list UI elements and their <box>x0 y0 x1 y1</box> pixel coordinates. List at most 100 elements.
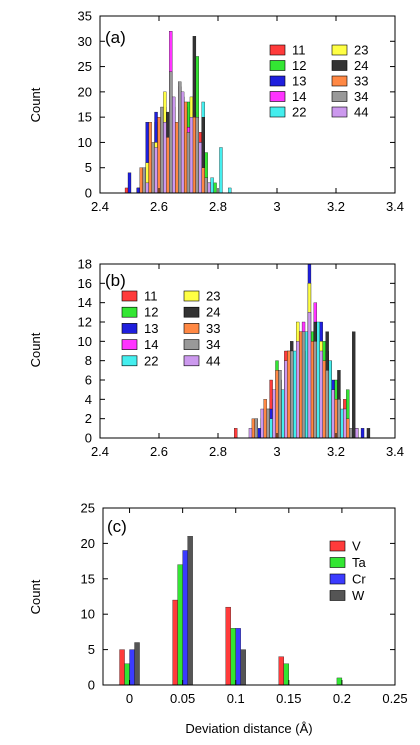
bar-44 <box>331 389 335 439</box>
y-tick-label: 30 <box>78 34 92 49</box>
bar-33 <box>166 137 170 194</box>
bar-22 <box>281 389 285 439</box>
x-tick-label: 3.2 <box>327 199 345 214</box>
panel-b-ylabel: Count <box>28 332 43 367</box>
panel-c-xlabel: Deviation distance (Å) <box>185 721 312 736</box>
bar-22 <box>228 187 232 194</box>
legend-label-24: 24 <box>206 305 220 320</box>
legend-swatch-22 <box>269 106 286 118</box>
y-tick-label: 5 <box>85 160 92 175</box>
bar-44 <box>295 341 300 439</box>
legend-label-w: W <box>352 588 365 603</box>
x-tick-label: 3.2 <box>327 444 345 459</box>
bar-33 <box>298 331 303 439</box>
x-tick-label: 2.6 <box>150 444 168 459</box>
y-tick-label: 10 <box>81 607 95 622</box>
panel-a-plot-frame <box>99 15 396 194</box>
bar-34 <box>337 399 341 439</box>
legend-swatch-11 <box>121 290 138 302</box>
bar-33 <box>334 399 338 439</box>
x-tick-label: 0.15 <box>276 691 301 706</box>
bar-33 <box>148 122 152 194</box>
legend-swatch-44 <box>183 355 200 367</box>
bar-33 <box>175 122 179 194</box>
bar-w <box>187 536 193 686</box>
bar-33 <box>192 116 197 194</box>
bar-33 <box>157 116 161 194</box>
legend-swatch-33 <box>331 75 348 87</box>
y-tick-label: 20 <box>81 536 95 551</box>
legend-label-13: 13 <box>144 321 158 336</box>
bar-v <box>119 649 125 686</box>
bar-v <box>172 599 178 686</box>
bar-44 <box>198 142 202 194</box>
bar-34 <box>313 341 318 439</box>
bar-22 <box>210 177 214 194</box>
legend-label-v: V <box>352 539 361 554</box>
bar-34 <box>169 71 173 194</box>
legend-label-22: 22 <box>144 353 158 368</box>
bar-34 <box>325 370 329 439</box>
panel-b-bars <box>234 263 371 439</box>
y-tick-label: 10 <box>78 135 92 150</box>
x-tick-label: 0.05 <box>170 691 195 706</box>
x-tick-label: 3 <box>273 444 280 459</box>
bar-ta <box>124 663 130 686</box>
bar-44 <box>319 350 323 439</box>
legend-swatch-23 <box>183 290 200 302</box>
bar-cr <box>129 649 135 686</box>
legend-swatch-24 <box>183 306 200 318</box>
legend-swatch-14 <box>121 339 138 350</box>
panel-b-tag: (b) <box>105 271 126 290</box>
legend-swatch-cr <box>329 573 346 585</box>
panel-a: 2.4 2.6 2.8 3 3.2 3.4 0 5 10 15 20 25 30 35 (a) Count… <box>28 9 404 215</box>
bar-44 <box>145 182 149 194</box>
panel-c-bars <box>119 536 343 686</box>
bar-33 <box>201 167 205 194</box>
legend-swatch-34 <box>331 91 348 102</box>
bar-34 <box>186 132 191 194</box>
bar-v <box>225 606 231 686</box>
bar-33 <box>263 399 267 439</box>
panel-c-ticks: 0 0.05 0.1 0.15 0.2 0.25 0 5 10 15 20 25 <box>81 501 408 707</box>
bar-34 <box>177 81 182 194</box>
panel-a-ylabel: Count <box>28 87 43 122</box>
y-tick-label: 14 <box>78 295 92 310</box>
bar-13 <box>136 187 141 194</box>
panel-a-tag: (a) <box>105 28 126 47</box>
bar-w <box>240 649 246 686</box>
y-tick-label: 16 <box>78 276 92 291</box>
legend-label-13: 13 <box>292 74 306 89</box>
legend-label-12: 12 <box>144 305 158 320</box>
y-tick-label: 18 <box>78 257 92 272</box>
legend-label-23: 23 <box>354 43 368 58</box>
bar-24 <box>366 428 371 439</box>
bar-44 <box>260 408 264 439</box>
y-tick-label: 8 <box>85 353 92 368</box>
y-tick-label: 25 <box>78 59 92 74</box>
x-tick-label: 2.4 <box>91 444 109 459</box>
bar-34 <box>301 331 306 439</box>
x-tick-label: 3.4 <box>386 199 404 214</box>
bar-34 <box>204 177 208 194</box>
legend-swatch-33 <box>183 323 200 334</box>
legend-swatch-34 <box>183 339 200 350</box>
bar-44 <box>207 182 211 194</box>
y-tick-label: 20 <box>78 84 92 99</box>
legend-swatch-23 <box>331 44 348 56</box>
panel-a-ticks: 2.4 2.6 2.8 3 3.2 3.4 0 5 10 15 20 25 30 35 <box>78 9 405 215</box>
legend-swatch-12 <box>269 60 286 71</box>
bar-22 <box>269 418 273 439</box>
bar-34 <box>349 428 353 439</box>
x-tick-label: 2.8 <box>209 444 227 459</box>
x-tick-label: 2.8 <box>209 199 227 214</box>
legend-label-14: 14 <box>292 89 306 104</box>
y-tick-label: 0 <box>85 186 92 201</box>
bar-44 <box>343 408 347 439</box>
legend-swatch-13 <box>121 323 138 334</box>
bar-33 <box>183 101 188 194</box>
